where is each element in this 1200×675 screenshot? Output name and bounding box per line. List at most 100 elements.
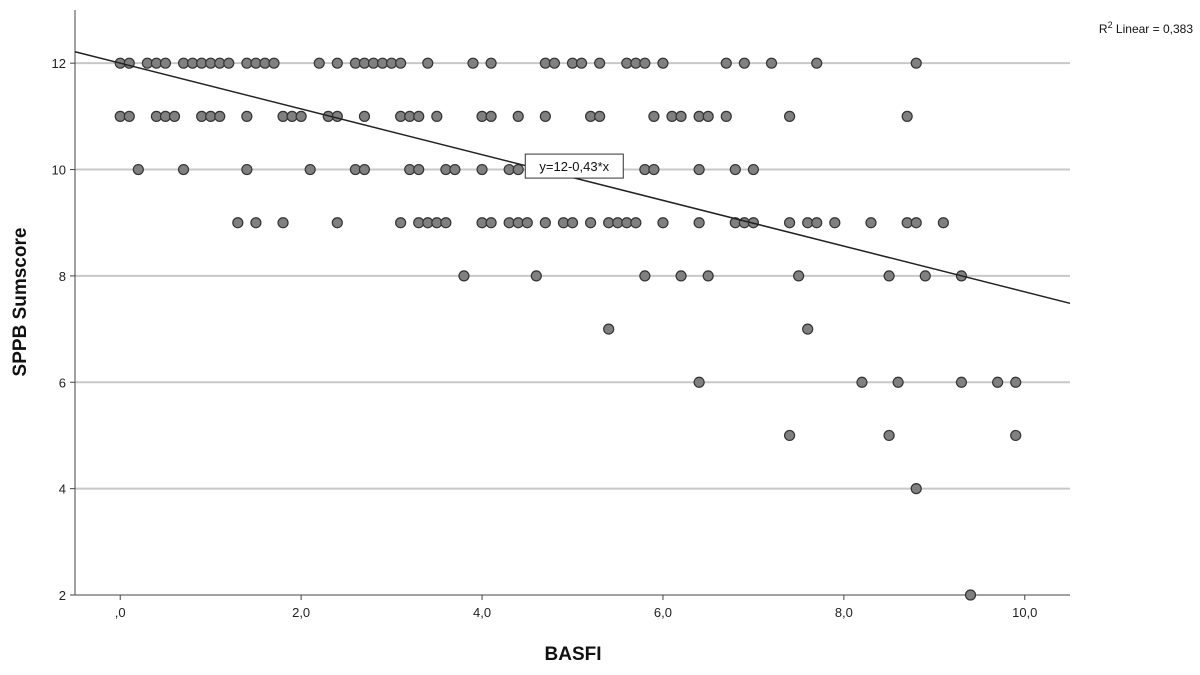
data-point bbox=[738, 57, 750, 69]
data-point bbox=[639, 57, 651, 69]
data-point bbox=[313, 57, 325, 69]
data-point bbox=[584, 217, 597, 229]
data-point bbox=[413, 110, 425, 122]
data-point bbox=[675, 110, 687, 122]
data-point bbox=[331, 110, 343, 122]
data-point bbox=[250, 217, 262, 229]
data-point bbox=[132, 163, 144, 176]
data-point bbox=[476, 163, 488, 176]
data-point bbox=[223, 57, 235, 69]
data-point bbox=[566, 217, 579, 229]
data-point bbox=[123, 110, 135, 122]
equation-label: y=12-0,43*x bbox=[539, 159, 609, 174]
data-points bbox=[114, 57, 1022, 601]
data-point bbox=[539, 110, 551, 122]
data-point bbox=[304, 163, 316, 176]
data-point bbox=[720, 110, 732, 122]
y-tick-label: 2 bbox=[59, 588, 66, 603]
x-tick-label: 6,0 bbox=[654, 605, 672, 620]
data-point bbox=[575, 57, 588, 69]
data-point bbox=[937, 217, 949, 229]
equation-box bbox=[524, 153, 624, 179]
x-axis-title: BASFI bbox=[545, 644, 602, 665]
data-point bbox=[485, 57, 497, 69]
data-point bbox=[159, 57, 172, 69]
data-point bbox=[548, 57, 561, 69]
data-point bbox=[639, 270, 651, 282]
data-point bbox=[883, 270, 895, 282]
y-axis-title: SPPB Sumscore bbox=[10, 228, 31, 377]
data-point bbox=[358, 110, 371, 122]
data-point bbox=[693, 217, 705, 229]
data-point bbox=[910, 217, 922, 229]
data-point bbox=[856, 376, 868, 388]
y-tick-label: 12 bbox=[52, 56, 66, 71]
x-tick-label: 2,0 bbox=[292, 605, 310, 620]
data-point bbox=[485, 217, 497, 229]
data-point bbox=[458, 270, 470, 282]
data-point bbox=[530, 270, 542, 282]
data-point bbox=[992, 376, 1004, 388]
data-point bbox=[603, 323, 615, 335]
x-tick-label: 10,0 bbox=[1012, 605, 1037, 620]
data-point bbox=[675, 270, 687, 282]
data-point bbox=[449, 163, 461, 176]
data-point bbox=[802, 323, 814, 335]
r2-label: R2 Linear = 0,383 bbox=[1099, 20, 1193, 36]
data-point bbox=[865, 217, 877, 229]
data-point bbox=[277, 217, 289, 229]
data-point bbox=[1010, 429, 1022, 442]
y-axis-ticks: 2 4 6 8 10 12 bbox=[52, 56, 75, 603]
data-point bbox=[413, 163, 425, 176]
data-point bbox=[521, 217, 533, 229]
data-point bbox=[964, 589, 977, 601]
data-point bbox=[594, 57, 606, 69]
x-tick-label: ,0 bbox=[115, 605, 126, 620]
data-point bbox=[422, 57, 434, 69]
x-axis-ticks: ,0 2,0 4,0 6,0 8,0 10,0 bbox=[115, 595, 1037, 620]
data-point bbox=[241, 163, 253, 176]
data-point bbox=[747, 163, 760, 176]
data-point bbox=[232, 217, 244, 229]
data-point bbox=[512, 110, 524, 122]
fit-line-group: y=12-0,43*x bbox=[74, 51, 1071, 305]
data-point bbox=[811, 57, 823, 69]
data-point bbox=[594, 110, 606, 122]
data-point bbox=[729, 163, 741, 176]
data-point bbox=[467, 57, 479, 69]
data-point bbox=[910, 483, 922, 495]
data-point bbox=[702, 270, 714, 282]
data-point bbox=[793, 270, 805, 282]
data-point bbox=[440, 217, 452, 229]
data-point bbox=[295, 110, 307, 122]
data-point bbox=[1010, 376, 1022, 388]
data-point bbox=[268, 57, 280, 69]
data-point bbox=[693, 376, 705, 388]
data-point bbox=[539, 217, 551, 229]
data-point bbox=[431, 110, 443, 122]
data-point bbox=[883, 429, 895, 442]
data-point bbox=[395, 57, 407, 69]
data-point bbox=[955, 376, 968, 388]
y-tick-label: 10 bbox=[52, 163, 66, 178]
data-point bbox=[783, 217, 796, 229]
data-point bbox=[720, 57, 732, 69]
data-point bbox=[395, 217, 407, 229]
data-point bbox=[702, 110, 714, 122]
data-point bbox=[241, 110, 253, 122]
data-point bbox=[919, 270, 931, 282]
data-point bbox=[811, 217, 823, 229]
data-point bbox=[765, 57, 778, 69]
data-point bbox=[657, 57, 669, 69]
data-point bbox=[331, 217, 343, 229]
data-point bbox=[168, 110, 181, 122]
data-point bbox=[630, 217, 642, 229]
data-point bbox=[693, 163, 705, 176]
data-point bbox=[648, 163, 660, 176]
y-tick-label: 4 bbox=[59, 482, 66, 497]
data-point bbox=[331, 57, 343, 69]
data-point bbox=[783, 429, 796, 442]
x-tick-label: 8,0 bbox=[835, 605, 853, 620]
data-point bbox=[901, 110, 913, 122]
